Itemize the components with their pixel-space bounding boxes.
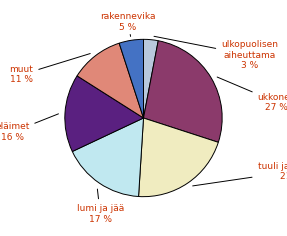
Text: ukkonen
27 %: ukkonen 27 %: [217, 77, 287, 112]
Text: lumi ja jää
17 %: lumi ja jää 17 %: [77, 189, 124, 224]
Wedge shape: [144, 39, 158, 118]
Wedge shape: [119, 39, 144, 118]
Text: tuuli ja myrsky
21 %: tuuli ja myrsky 21 %: [193, 162, 287, 186]
Text: eläimet
16 %: eläimet 16 %: [0, 114, 59, 142]
Text: muut
11 %: muut 11 %: [9, 54, 90, 84]
Text: rakennevika
5 %: rakennevika 5 %: [100, 12, 156, 36]
Wedge shape: [139, 118, 218, 197]
Wedge shape: [65, 76, 144, 152]
Text: ulkopuolisen
aiheuttama
3 %: ulkopuolisen aiheuttama 3 %: [154, 36, 278, 70]
Wedge shape: [77, 43, 144, 118]
Wedge shape: [72, 118, 144, 197]
Wedge shape: [144, 41, 222, 142]
